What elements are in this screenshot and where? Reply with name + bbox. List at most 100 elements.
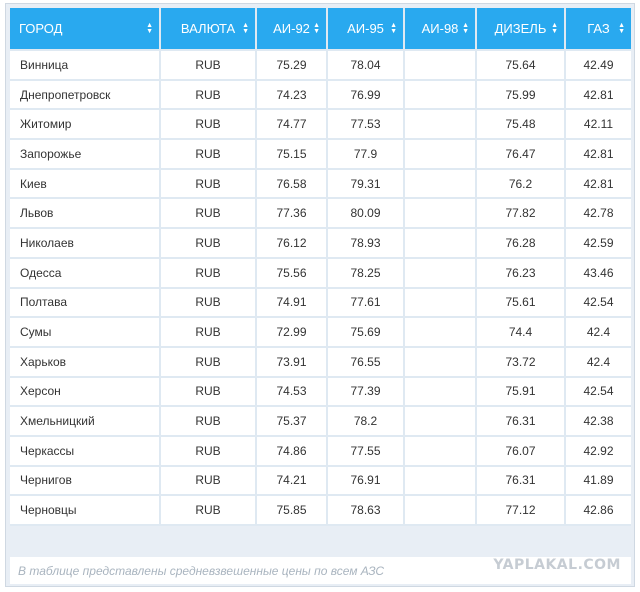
cell-currency: RUB [161, 80, 257, 111]
cell-ai98 [405, 229, 477, 259]
cell-diesel: 75.64 [477, 51, 566, 81]
cell-city: Сумы [10, 318, 161, 348]
cell-gas: 42.54 [566, 288, 631, 319]
cell-diesel: 75.91 [477, 377, 566, 408]
cell-currency: RUB [161, 199, 257, 230]
column-header-ai92[interactable]: АИ-92 ▲ ▼ [257, 8, 328, 51]
column-header-label: АИ-95 [347, 21, 384, 36]
cell-currency: RUB [161, 496, 257, 526]
sort-icon[interactable]: ▲ ▼ [242, 21, 249, 35]
price-table-panel: ГОРОД ▲ ▼ ВАЛЮТА ▲ ▼ АИ-92 ▲ ▼ АИ-95 ▲ ▼ АИ-98 ▲ ▼ ДИЗЕ… [5, 3, 635, 587]
cell-currency: RUB [161, 140, 257, 170]
cell-gas: 42.59 [566, 229, 631, 259]
table-row: Киев RUB 76.58 79.31 76.2 42.81 [10, 169, 631, 200]
column-header-label: ГАЗ [587, 21, 610, 36]
cell-diesel: 76.31 [477, 407, 566, 437]
cell-ai95: 77.39 [328, 377, 405, 408]
cell-ai92: 74.21 [257, 466, 328, 497]
sort-icon[interactable]: ▲ ▼ [618, 21, 625, 35]
cell-gas: 42.4 [566, 318, 631, 348]
cell-ai92: 74.23 [257, 80, 328, 111]
cell-city: Хмельницкий [10, 407, 161, 437]
column-header-ai95[interactable]: АИ-95 ▲ ▼ [328, 8, 405, 51]
cell-ai92: 74.77 [257, 110, 328, 141]
column-header-diesel[interactable]: ДИЗЕЛЬ ▲ ▼ [477, 8, 566, 51]
cell-ai98 [405, 51, 477, 81]
table-row: Харьков RUB 73.91 76.55 73.72 42.4 [10, 347, 631, 378]
cell-ai98 [405, 258, 477, 289]
cell-ai92: 76.58 [257, 169, 328, 200]
column-header-gas[interactable]: ГАЗ ▲ ▼ [566, 8, 631, 51]
table-row: Сумы RUB 72.99 75.69 74.4 42.4 [10, 318, 631, 348]
cell-ai92: 75.37 [257, 407, 328, 437]
cell-city: Харьков [10, 347, 161, 378]
cell-ai95: 78.63 [328, 496, 405, 526]
cell-gas: 43.46 [566, 258, 631, 289]
cell-ai95: 77.61 [328, 288, 405, 319]
cell-city: Черновцы [10, 496, 161, 526]
watermark-logo: YAPLAKAL.COM [493, 557, 621, 573]
cell-gas: 42.49 [566, 51, 631, 81]
column-header-label: ВАЛЮТА [180, 21, 236, 36]
cell-ai95: 78.2 [328, 407, 405, 437]
column-header-currency[interactable]: ВАЛЮТА ▲ ▼ [161, 8, 257, 51]
cell-diesel: 75.99 [477, 80, 566, 111]
column-header-label: АИ-92 [273, 21, 310, 36]
cell-city: Днепропетровск [10, 80, 161, 111]
cell-currency: RUB [161, 407, 257, 437]
cell-ai98 [405, 110, 477, 141]
sort-icon[interactable]: ▲ ▼ [462, 21, 469, 35]
cell-ai92: 74.91 [257, 288, 328, 319]
cell-ai98 [405, 377, 477, 408]
table-row: Житомир RUB 74.77 77.53 75.48 42.11 [10, 110, 631, 141]
table-row: Винница RUB 75.29 78.04 75.64 42.49 [10, 51, 631, 81]
cell-diesel: 77.82 [477, 199, 566, 230]
table-header-row: ГОРОД ▲ ▼ ВАЛЮТА ▲ ▼ АИ-92 ▲ ▼ АИ-95 ▲ ▼ АИ-98 ▲ ▼ ДИЗЕ… [10, 8, 631, 51]
cell-gas: 42.78 [566, 199, 631, 230]
cell-city: Запорожье [10, 140, 161, 170]
table-row: Хмельницкий RUB 75.37 78.2 76.31 42.38 [10, 407, 631, 437]
cell-currency: RUB [161, 229, 257, 259]
table-body: Винница RUB 75.29 78.04 75.64 42.49 Днепропетр… [10, 51, 631, 526]
table-row: Львов RUB 77.36 80.09 77.82 42.78 [10, 199, 631, 230]
cell-gas: 42.81 [566, 169, 631, 200]
cell-diesel: 75.48 [477, 110, 566, 141]
cell-ai92: 72.99 [257, 318, 328, 348]
cell-ai92: 75.15 [257, 140, 328, 170]
cell-city: Одесса [10, 258, 161, 289]
cell-city: Николаев [10, 229, 161, 259]
column-header-label: ГОРОД [19, 21, 63, 36]
cell-ai92: 75.56 [257, 258, 328, 289]
column-header-ai98[interactable]: АИ-98 ▲ ▼ [405, 8, 477, 51]
cell-ai98 [405, 80, 477, 111]
cell-ai98 [405, 436, 477, 467]
cell-ai92: 76.12 [257, 229, 328, 259]
cell-gas: 42.86 [566, 496, 631, 526]
cell-ai95: 76.55 [328, 347, 405, 378]
cell-ai95: 80.09 [328, 199, 405, 230]
sort-icon[interactable]: ▲ ▼ [390, 21, 397, 35]
cell-ai92: 74.86 [257, 436, 328, 467]
cell-gas: 42.92 [566, 436, 631, 467]
cell-ai95: 76.99 [328, 80, 405, 111]
cell-ai98 [405, 318, 477, 348]
cell-ai95: 77.55 [328, 436, 405, 467]
table-row: Херсон RUB 74.53 77.39 75.91 42.54 [10, 377, 631, 408]
cell-currency: RUB [161, 51, 257, 81]
cell-ai98 [405, 140, 477, 170]
fuel-price-table: ГОРОД ▲ ▼ ВАЛЮТА ▲ ▼ АИ-92 ▲ ▼ АИ-95 ▲ ▼ АИ-98 ▲ ▼ ДИЗЕ… [10, 8, 631, 526]
column-header-city[interactable]: ГОРОД ▲ ▼ [10, 8, 161, 51]
sort-icon[interactable]: ▲ ▼ [551, 21, 558, 35]
table-row: Днепропетровск RUB 74.23 76.99 75.99 42.81 [10, 80, 631, 111]
cell-ai95: 78.93 [328, 229, 405, 259]
cell-ai95: 79.31 [328, 169, 405, 200]
cell-city: Полтава [10, 288, 161, 319]
column-header-label: АИ-98 [421, 21, 459, 36]
sort-icon[interactable]: ▲ ▼ [313, 21, 320, 35]
cell-currency: RUB [161, 377, 257, 408]
cell-diesel: 76.31 [477, 466, 566, 497]
cell-city: Черкассы [10, 436, 161, 467]
table-row: Чернигов RUB 74.21 76.91 76.31 41.89 [10, 466, 631, 497]
table-row: Одесса RUB 75.56 78.25 76.23 43.46 [10, 258, 631, 289]
sort-icon[interactable]: ▲ ▼ [146, 21, 153, 35]
